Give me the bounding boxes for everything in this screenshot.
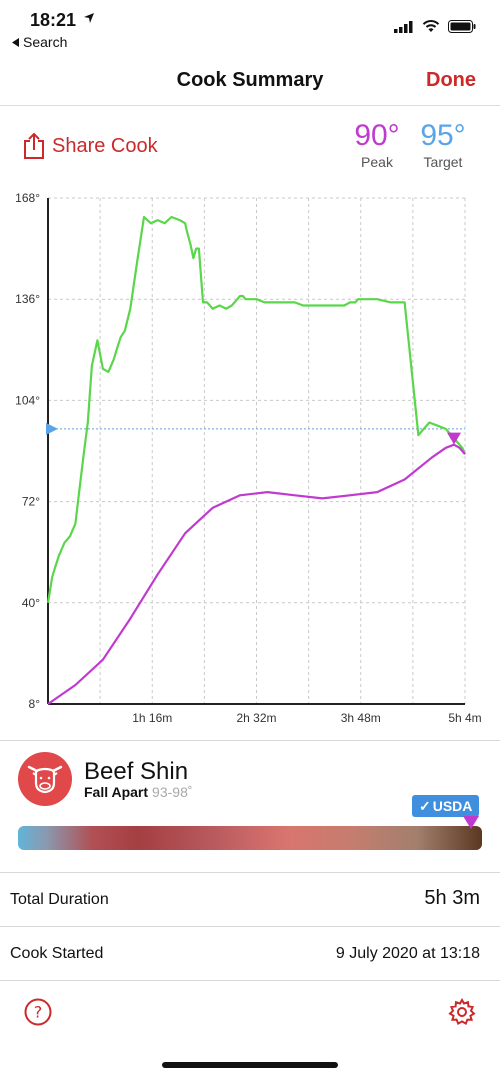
internal-temperature-line [47,443,466,705]
help-icon: ? [24,998,52,1026]
target-value: 95° [420,119,466,152]
divider [0,926,500,927]
cellular-signal-icon [394,20,413,33]
total-duration-row: Total Duration 5h 3m [0,873,500,927]
x-tick-label: 2h 32m [236,711,276,725]
status-time: 18:21 [30,10,77,30]
back-triangle-icon [12,37,19,47]
peak-value: 90° [354,119,400,152]
share-icon [24,132,44,159]
y-tick-label: 104° [15,393,40,407]
cow-icon [18,752,72,806]
page-title: Cook Summary [176,69,324,91]
y-tick-label: 8° [29,697,41,711]
done-button[interactable]: Done [426,69,476,91]
peak-label: Peak [361,154,393,170]
divider [0,980,500,981]
checkmark-icon: ✓ [419,797,431,814]
share-cook-label: Share Cook [52,134,158,157]
cook-started-label: Cook Started [10,945,104,962]
doneness-level: Fall Apart 93-98˚ [84,784,193,800]
target-marker-icon [46,422,58,435]
share-cook-button[interactable]: Share Cook [22,132,158,160]
back-label: Search [23,34,68,50]
chart-canvas: 168° 136° 104° 72° 40° 8° 1h 16m 2h 32m 3h 48m 5h… [15,191,482,725]
x-tick-label: 5h 4m [448,711,481,725]
y-tick-label: 168° [15,191,40,205]
total-duration-label: Total Duration [10,891,109,908]
x-tick-label: 1h 16m [132,711,172,725]
status-bar: 18:21 Search [0,0,500,56]
cook-started-row: Cook Started 9 July 2020 at 13:18 [0,927,500,981]
home-indicator [162,1062,338,1068]
navigation-bar: Cook Summary Done [0,56,500,106]
y-tick-label: 136° [15,292,40,306]
usda-label: USDA [432,798,473,814]
meat-name: Beef Shin [84,758,189,785]
share-row: Share Cook 90° Peak 95° Target [0,118,500,180]
doneness-level-label: Fall Apart [84,784,149,800]
bottom-toolbar: ? [0,990,500,1040]
temperature-chart[interactable]: 168° 136° 104° 72° 40° 8° 1h 16m 2h 32m 3h 48m 5h… [0,186,500,726]
settings-button[interactable] [448,997,476,1031]
back-to-search[interactable]: Search [12,34,67,50]
target-label: Target [423,154,463,170]
y-tick-label: 72° [22,495,40,509]
divider [0,872,500,873]
divider [0,740,500,741]
doneness-marker-icon [463,816,479,829]
svg-text:?: ? [34,1003,43,1022]
status-icons [394,20,476,33]
wifi-icon [422,20,440,32]
peak-marker-icon [447,432,462,445]
gear-icon [448,997,476,1026]
doneness-bar [18,826,482,850]
ambient-temperature-line [46,215,467,603]
help-button[interactable]: ? [24,998,52,1031]
x-tick-label: 3h 48m [341,711,381,725]
doneness-range: 93-98˚ [152,784,193,800]
y-tick-label: 40° [22,596,40,610]
total-duration-value: 5h 3m [424,887,480,909]
target-temperature: 95° Target [418,118,468,170]
battery-icon [448,20,476,33]
cook-started-value: 9 July 2020 at 13:18 [335,945,480,962]
usda-badge[interactable]: ✓ USDA [412,795,480,817]
peak-temperature: 90° Peak [352,118,402,170]
meat-info: Beef Shin Fall Apart 93-98˚ ✓ USDA [0,748,500,858]
location-arrow-icon [84,13,94,23]
